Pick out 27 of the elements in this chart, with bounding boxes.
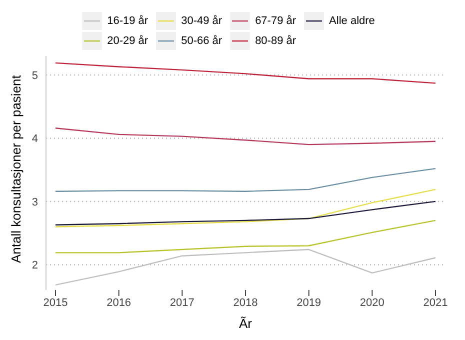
x-tick-label: 2019: [296, 296, 322, 309]
line-series: [54, 248, 436, 286]
legend-label: 20-29 år: [107, 35, 148, 47]
y-tick-label: 3: [32, 196, 38, 208]
line-series: [54, 220, 436, 254]
legend-label: Alle aldre: [329, 15, 375, 27]
line-series: [54, 200, 436, 226]
x-axis-title: Ãr: [239, 316, 253, 331]
x-tick-label: 2018: [233, 296, 258, 309]
legend-label: 16-19 år: [107, 15, 148, 27]
legend-label: 50-66 år: [181, 35, 222, 47]
x-tick-label: 2020: [360, 296, 384, 309]
y-axis-title: Antall konsultasjoner per pasient: [8, 74, 24, 263]
line-series: [54, 168, 436, 192]
legend-label: 67-79 år: [255, 15, 296, 27]
y-tick-label: 4: [32, 133, 38, 146]
x-tick-label: 2017: [170, 296, 194, 309]
line-series: [54, 62, 436, 84]
line-series: [54, 188, 436, 228]
y-tick-label: 5: [32, 70, 38, 82]
line-series: [54, 127, 436, 146]
x-tick-label: 2015: [43, 296, 68, 309]
x-tick-label: 2021: [423, 296, 448, 309]
x-tick-label: 2016: [106, 296, 132, 309]
legend-label: 80-89 år: [255, 35, 296, 47]
legend-label: 30-49 år: [181, 15, 222, 27]
y-tick-label: 2: [32, 260, 38, 272]
